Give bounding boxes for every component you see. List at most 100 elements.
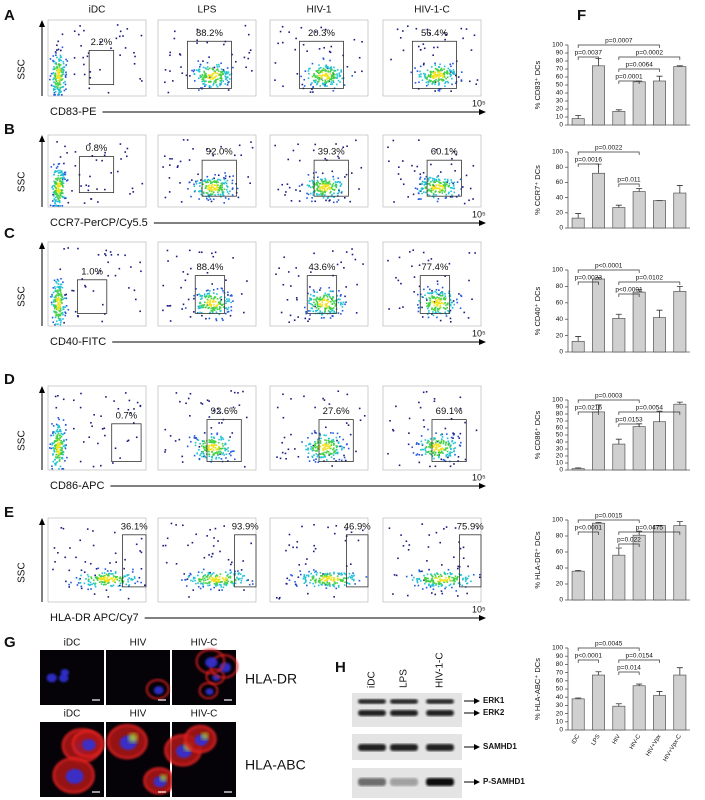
event-dot (334, 181, 337, 183)
event-dot (319, 433, 321, 436)
event-dot (195, 582, 197, 585)
event-dot (435, 448, 437, 451)
event-dot (335, 449, 338, 451)
event-dot (402, 160, 404, 162)
event-dot (421, 188, 423, 191)
event-dot (451, 439, 454, 442)
event-dot (217, 408, 219, 410)
event-dot (224, 181, 227, 184)
event-dot (459, 583, 461, 586)
event-dot (430, 443, 432, 446)
event-dot (339, 185, 342, 187)
event-dot (128, 577, 130, 579)
y-tick-label: 40 (556, 694, 564, 701)
event-dot (436, 577, 438, 580)
event-dot (213, 80, 216, 83)
event-dot (170, 522, 173, 525)
event-dot (212, 255, 215, 258)
event-dot (111, 578, 113, 581)
event-dot (450, 74, 452, 76)
event-dot (347, 424, 350, 426)
significance-bracket (618, 293, 640, 297)
event-dot (185, 402, 187, 405)
event-dot (332, 448, 334, 451)
event-dot (208, 445, 210, 447)
event-dot (248, 51, 251, 54)
event-dot (434, 437, 437, 440)
flow-plot: 1.0% (47, 241, 147, 327)
event-dot (110, 47, 112, 49)
event-dot (416, 581, 419, 584)
event-dot (319, 299, 321, 301)
event-dot (457, 194, 460, 196)
event-dot (436, 75, 439, 77)
event-dot (458, 437, 461, 439)
event-dot (61, 205, 64, 207)
plot-frame (382, 19, 482, 97)
event-dot (56, 44, 58, 47)
event-dot (56, 278, 59, 281)
event-dot (68, 586, 71, 588)
arrow-head (479, 615, 486, 621)
event-dot (313, 79, 315, 82)
event-dot (64, 178, 66, 180)
event-dot (341, 306, 344, 308)
event-dot (328, 181, 330, 184)
event-dot (426, 560, 428, 562)
event-dot (330, 78, 333, 81)
event-dot (201, 80, 204, 83)
event-dot (330, 432, 332, 434)
event-dot (317, 190, 320, 192)
event-dot (329, 440, 332, 443)
image-label: HIV (130, 709, 147, 720)
event-dot (472, 165, 475, 167)
event-dot (327, 182, 330, 185)
event-dot (58, 181, 61, 184)
event-dot (62, 281, 64, 283)
event-dot (445, 183, 448, 186)
event-dot (200, 298, 202, 300)
event-dot (435, 288, 438, 291)
event-dot (251, 583, 254, 585)
event-dot (429, 445, 432, 448)
event-dot (312, 444, 315, 447)
event-dot (421, 295, 423, 298)
event-dot (337, 442, 340, 444)
event-dot (131, 571, 134, 573)
event-dot (63, 69, 65, 72)
event-dot (296, 585, 298, 587)
event-dot (193, 80, 196, 82)
event-dot (330, 444, 333, 446)
bar (592, 65, 605, 126)
event-dot (445, 81, 447, 83)
event-dot (224, 449, 227, 452)
event-dot (427, 80, 430, 83)
event-dot (418, 285, 421, 288)
event-dot (440, 575, 443, 577)
event-dot (55, 80, 58, 83)
event-dot (140, 34, 143, 37)
event-dot (54, 68, 56, 70)
event-dot (180, 66, 182, 68)
event-dot (164, 451, 166, 453)
event-dot (216, 69, 218, 71)
event-dot (58, 444, 61, 446)
event-dot (216, 66, 219, 68)
event-dot (307, 575, 310, 578)
event-dot (328, 403, 331, 405)
event-dot (204, 76, 206, 79)
y-tick-label: 50 (556, 432, 564, 439)
event-dot (417, 310, 420, 313)
event-dot (218, 313, 221, 316)
event-dot (358, 407, 361, 410)
marker-label: CD40-FITC (50, 336, 106, 348)
event-dot (215, 578, 217, 580)
event-dot (126, 28, 129, 30)
event-dot (219, 301, 221, 304)
event-dot (57, 194, 60, 197)
event-dot (455, 74, 457, 77)
event-dot (104, 581, 106, 583)
event-dot (455, 82, 457, 85)
event-dot (49, 75, 52, 77)
event-dot (199, 454, 201, 457)
